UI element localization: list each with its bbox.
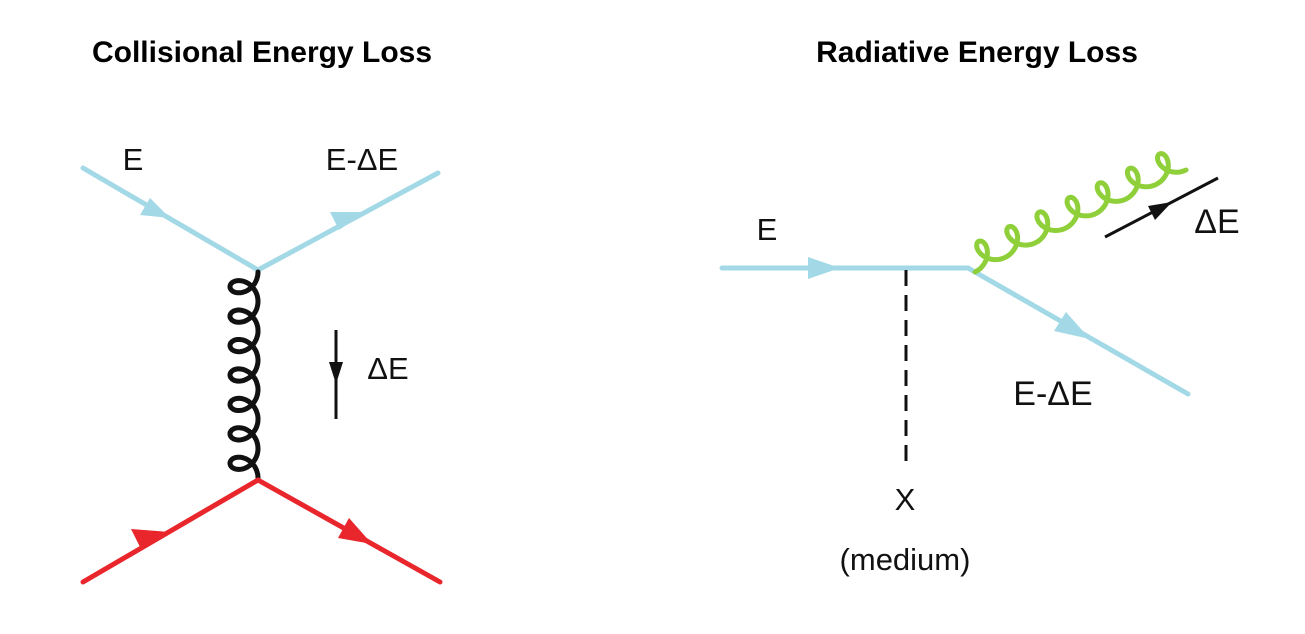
collisional-title: Collisional Energy Loss xyxy=(92,36,432,69)
collisional-target-outgoing-arrow xyxy=(338,518,372,544)
radiative-label-medium: X xyxy=(895,482,916,517)
radiative-title: Radiative Energy Loss xyxy=(816,36,1138,69)
radiative-gluon xyxy=(972,151,1189,275)
collisional-diagram: Collisional Energy Loss E E-ΔE ΔE xyxy=(80,36,443,585)
radiative-label-outgoing: E-ΔE xyxy=(1013,375,1092,413)
collisional-target-incoming-line xyxy=(80,477,261,585)
collisional-outgoing-arrow xyxy=(330,212,365,230)
radiative-label-gluon: ΔE xyxy=(1194,203,1239,241)
collisional-label-outgoing: E-ΔE xyxy=(326,142,398,177)
collisional-label-transfer: ΔE xyxy=(367,351,408,386)
collisional-incoming-quark-line xyxy=(80,165,261,273)
radiative-outgoing-arrow xyxy=(1054,312,1090,339)
collisional-target-incoming-arrow xyxy=(131,529,170,547)
collisional-incoming-arrow xyxy=(140,198,170,218)
radiative-label-incoming: E xyxy=(757,212,778,247)
collisional-transfer-arrow-head xyxy=(329,362,343,384)
radiative-label-medium-note: (medium) xyxy=(840,542,971,577)
collisional-exchange-gluon xyxy=(227,269,261,481)
collisional-label-incoming: E xyxy=(123,142,144,177)
radiative-gluon-arrow-head xyxy=(1148,202,1172,220)
radiative-diagram: Radiative Energy Loss E ΔE E-ΔE X (mediu… xyxy=(719,36,1240,577)
radiative-incoming-arrow xyxy=(808,257,840,279)
